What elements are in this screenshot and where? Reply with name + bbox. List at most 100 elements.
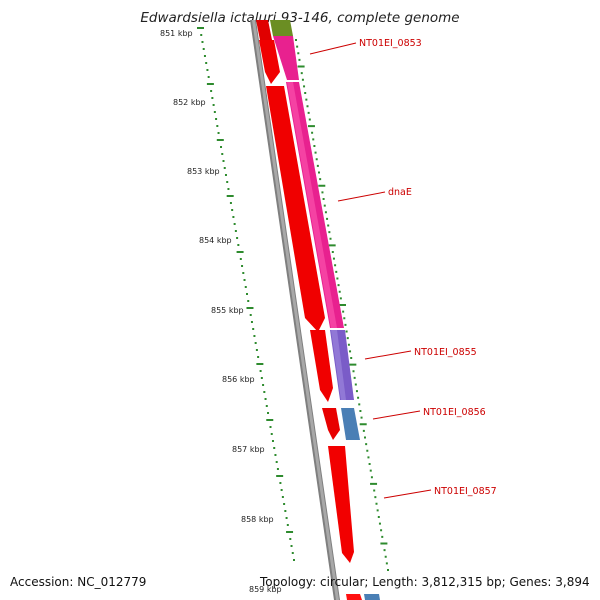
outer-minor-tick xyxy=(354,383,357,386)
outer-minor-tick xyxy=(339,297,342,300)
outer-minor-tick xyxy=(345,330,348,333)
outer-minor-tick xyxy=(384,555,387,558)
scale-label-856: 856 kbp xyxy=(222,375,255,384)
outer-minor-tick xyxy=(359,410,362,412)
outer-minor-tick xyxy=(362,429,365,432)
outer-minor-tick xyxy=(342,310,345,313)
outer-minor-tick xyxy=(358,403,361,406)
label-NT01EI_0856[interactable]: NT01EI_0856 xyxy=(423,407,486,418)
major-tick xyxy=(226,195,234,197)
outer-minor-tick xyxy=(387,569,389,571)
minor-tick xyxy=(260,377,263,379)
outer-minor-tick xyxy=(377,516,380,518)
outer-minor-tick xyxy=(368,463,371,465)
gene-NT01EI_0853[interactable] xyxy=(273,36,299,80)
minor-tick xyxy=(215,118,218,120)
outer-minor-tick xyxy=(318,171,320,174)
minor-tick xyxy=(239,258,242,260)
outer-minor-tick xyxy=(311,131,314,134)
cds-feature[interactable] xyxy=(328,446,354,563)
scale-label-853: 853 kbp xyxy=(187,167,220,176)
minor-tick xyxy=(221,153,224,155)
minor-tick xyxy=(255,349,258,351)
minor-tick xyxy=(206,69,209,71)
minor-tick xyxy=(202,48,205,50)
minor-tick xyxy=(263,391,266,393)
label-NT01EI_0857[interactable]: NT01EI_0857 xyxy=(434,486,497,497)
genome-stats-text: Topology: circular; Length: 3,812,315 bp… xyxy=(260,575,590,589)
outer-minor-tick xyxy=(365,443,368,446)
minor-tick xyxy=(234,230,237,232)
scale-track xyxy=(197,27,295,561)
scale-label-858: 858 kbp xyxy=(241,515,274,524)
outer-minor-tick xyxy=(315,158,318,161)
outer-minor-tick xyxy=(332,257,335,260)
outer-minor-tick xyxy=(306,105,309,108)
minor-tick xyxy=(279,482,282,484)
outer-minor-tick xyxy=(344,323,347,326)
minor-tick xyxy=(236,237,239,239)
outer-minor-tick xyxy=(322,198,325,200)
scale-label-852: 852 kbp xyxy=(173,98,206,107)
minor-tick xyxy=(284,510,287,512)
cds-feature[interactable] xyxy=(259,40,280,84)
minor-tick xyxy=(210,90,213,92)
gene-NT01EI_0856[interactable] xyxy=(341,408,360,440)
minor-tick xyxy=(286,524,289,526)
outer-minor-tick xyxy=(326,217,329,220)
outer-minor-tick xyxy=(319,178,322,181)
outer-major-tick xyxy=(380,542,388,545)
cds-feature[interactable] xyxy=(322,408,340,440)
outer-major-tick xyxy=(349,363,357,366)
minor-tick xyxy=(203,55,206,57)
outer-minor-tick xyxy=(381,535,384,538)
major-tick xyxy=(197,27,204,29)
reverse-strand-features xyxy=(256,20,362,600)
minor-tick xyxy=(270,433,273,435)
minor-tick xyxy=(227,188,230,190)
major-tick xyxy=(286,531,294,533)
minor-tick xyxy=(253,335,256,337)
outer-major-tick xyxy=(359,423,367,426)
outer-minor-tick xyxy=(360,416,363,419)
outer-minor-tick xyxy=(295,39,297,41)
minor-tick xyxy=(254,342,257,344)
cds-feature[interactable] xyxy=(346,594,362,600)
olive-feature[interactable] xyxy=(270,20,293,36)
outer-minor-tick xyxy=(296,45,299,48)
minor-tick xyxy=(264,398,267,400)
outer-minor-tick xyxy=(329,237,332,240)
minor-tick xyxy=(271,440,274,442)
cds-feature[interactable] xyxy=(266,86,325,332)
minor-tick xyxy=(246,293,248,295)
outer-minor-tick xyxy=(357,396,360,399)
outer-minor-tick xyxy=(374,496,377,499)
label-dnaE[interactable]: dnaE xyxy=(388,187,412,198)
minor-tick xyxy=(243,279,246,281)
minor-tick xyxy=(283,503,286,505)
major-tick xyxy=(256,363,264,365)
minor-tick xyxy=(205,62,208,64)
minor-tick xyxy=(200,34,203,36)
outer-minor-tick xyxy=(301,78,304,81)
outer-minor-tick xyxy=(298,58,301,61)
minor-tick xyxy=(216,125,219,127)
minor-tick xyxy=(291,552,294,554)
minor-tick xyxy=(252,328,255,330)
outer-minor-tick xyxy=(347,343,350,346)
outer-minor-tick xyxy=(335,270,338,273)
cds-feature[interactable] xyxy=(256,20,272,40)
outer-major-tick xyxy=(339,304,346,306)
cds-feature[interactable] xyxy=(310,330,333,402)
outer-minor-tick xyxy=(370,476,373,479)
major-tick xyxy=(206,83,214,85)
minor-tick xyxy=(274,454,277,456)
label-NT01EI_0855[interactable]: NT01EI_0855 xyxy=(414,347,477,358)
outer-minor-tick xyxy=(331,251,334,253)
scale-labels: 851 kbp 852 kbp 853 kbp 854 kbp 855 kbp … xyxy=(160,29,282,594)
outer-minor-tick xyxy=(300,72,303,75)
label-NT01EI_0853[interactable]: NT01EI_0853 xyxy=(359,38,422,49)
scale-label-851: 851 kbp xyxy=(160,29,193,38)
minor-tick xyxy=(237,244,240,246)
